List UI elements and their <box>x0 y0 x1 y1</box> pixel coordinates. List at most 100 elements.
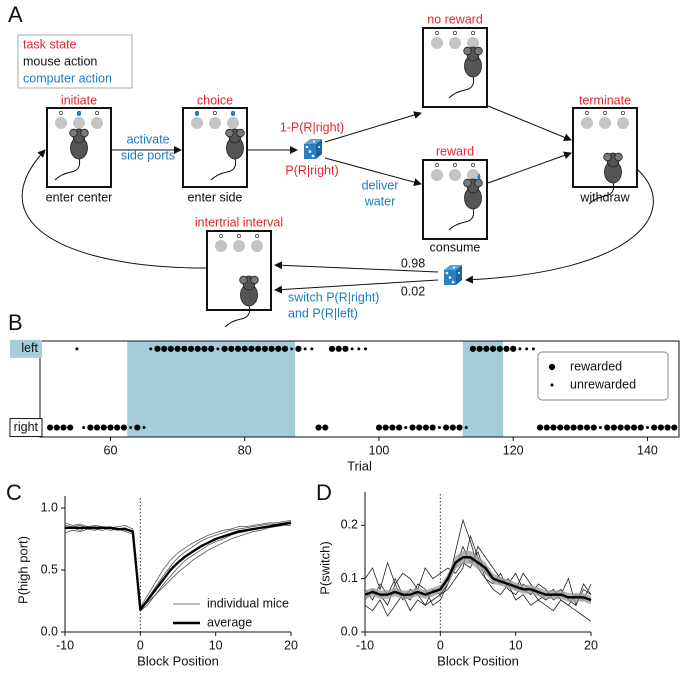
x-tick-label: 10 <box>509 638 523 652</box>
trial-dot <box>664 424 671 431</box>
state-box <box>423 28 487 107</box>
trial-dot <box>630 424 638 431</box>
legend-label: unrewarded <box>570 377 636 391</box>
legend-marker <box>548 363 556 371</box>
trial-dot <box>275 345 282 352</box>
trial-dot <box>255 345 262 352</box>
trial-dot <box>422 424 430 431</box>
trial-dot <box>525 347 529 351</box>
trial-dot <box>645 426 649 430</box>
shaded-block <box>462 341 504 437</box>
legend-text: mouse action <box>23 54 97 68</box>
trial-dot <box>328 345 336 352</box>
trial-dot <box>483 345 490 352</box>
trial-dot <box>489 345 497 352</box>
trial-dot <box>208 345 215 352</box>
trial-dot <box>416 424 423 431</box>
trial-dot <box>310 347 314 351</box>
x-tick-label: 100 <box>369 443 390 457</box>
y-tick-label: 0.1 <box>341 571 358 585</box>
legend-text: task state <box>23 37 77 51</box>
trial-dot <box>357 347 361 351</box>
x-tick-label: 20 <box>584 638 598 652</box>
panel-letter: A <box>8 2 23 27</box>
trial-dot <box>142 426 146 430</box>
average-line <box>65 521 292 611</box>
y-tick-label: 1.0 <box>41 500 58 514</box>
x-tick-label: 80 <box>238 443 252 457</box>
trial-dot <box>221 345 228 352</box>
computer-action: and P(R|left) <box>288 306 358 320</box>
trial-dot <box>87 424 94 431</box>
x-axis-label: Trial <box>347 458 372 473</box>
trial-dot <box>375 424 383 431</box>
task-state: terminate <box>579 93 631 107</box>
trial-dot <box>590 424 597 431</box>
trial-dot <box>503 345 510 352</box>
trial-dot <box>174 345 181 352</box>
trial-dot <box>657 424 664 431</box>
trial-dot <box>382 424 389 431</box>
trial-dot <box>518 347 522 351</box>
x-tick-label: -10 <box>56 638 74 652</box>
trial-dot <box>350 347 354 351</box>
dice-icon <box>304 139 322 159</box>
trial-dot <box>82 426 86 430</box>
trial-dot <box>194 345 201 352</box>
individual-line <box>64 521 292 611</box>
x-tick-label: 20 <box>284 638 298 652</box>
trial-dot <box>53 424 60 431</box>
trial-dot <box>543 424 550 431</box>
trial-dot <box>550 424 557 431</box>
trial-dot <box>67 424 74 431</box>
individual-line <box>64 522 291 610</box>
trial-dot <box>303 347 307 351</box>
trial-dot <box>456 424 463 431</box>
trial-dot <box>557 424 564 431</box>
trial-dot <box>536 424 544 431</box>
trial-dot <box>637 424 644 431</box>
trial-dot <box>181 345 188 352</box>
trial-dot <box>228 345 235 352</box>
probability: 0.98 <box>401 256 425 270</box>
probability: 1-P(R|right) <box>280 120 344 134</box>
x-axis-label: Block Position <box>437 653 519 668</box>
y-axis-label: P(high port) <box>15 536 30 604</box>
trial-dot <box>437 426 441 430</box>
x-tick-label: 60 <box>104 443 118 457</box>
trial-dot <box>342 345 349 352</box>
task-state: reward <box>436 144 474 158</box>
diagram-legend-box <box>17 34 133 89</box>
panel-letter: C <box>6 480 22 505</box>
y-tick-label: 0.5 <box>41 562 58 576</box>
trial-dot <box>671 424 678 431</box>
computer-action: activate <box>126 132 169 146</box>
task-state: initiate <box>61 93 97 107</box>
computer-action: switch P(R|right) <box>288 290 379 304</box>
trial-dot <box>154 345 161 352</box>
legend-marker <box>550 383 554 387</box>
individual-line <box>364 518 592 622</box>
computer-action: side ports <box>121 148 175 162</box>
computer-action: deliver <box>362 178 399 192</box>
state-box <box>183 108 247 187</box>
trial-dot <box>396 424 403 431</box>
trial-dot <box>409 424 416 431</box>
legend-text: computer action <box>23 71 112 85</box>
trial-dot <box>364 347 368 351</box>
trial-dot <box>93 424 101 431</box>
panel-letter: D <box>316 480 332 505</box>
trial-dot <box>335 345 342 352</box>
trial-dot <box>201 345 208 352</box>
x-tick-label: 0 <box>137 638 144 652</box>
trial-dot <box>610 424 617 431</box>
y-tick-label: 0.0 <box>41 624 58 638</box>
trial-dot <box>60 424 67 431</box>
trial-dot <box>617 424 624 431</box>
state-box <box>47 108 111 187</box>
task-state: no reward <box>427 12 483 26</box>
trial-dot <box>281 345 289 352</box>
trial-dot <box>322 424 329 431</box>
trial-dot <box>75 347 79 351</box>
